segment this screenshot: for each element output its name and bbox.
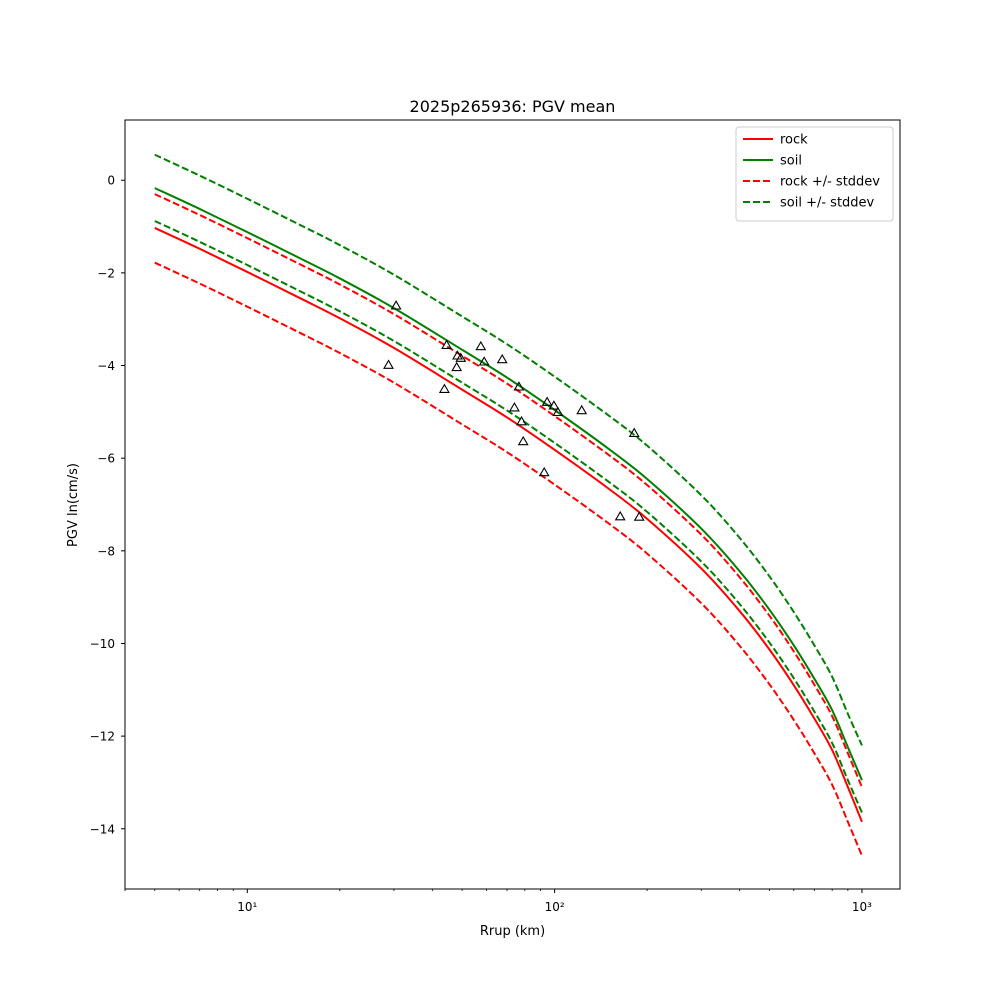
observation-marker-19 bbox=[628, 427, 640, 437]
series-line-4 bbox=[154, 153, 863, 746]
observation-marker-5 bbox=[455, 352, 467, 362]
legend-label-3: soil +/- stddev bbox=[780, 196, 875, 211]
series-line-0 bbox=[154, 227, 863, 823]
y-tick-label-2: −4 bbox=[97, 359, 115, 373]
y-tick-label-3: −6 bbox=[97, 452, 115, 466]
observation-marker-6 bbox=[451, 361, 463, 372]
x-ticks-group: 10¹ 10² 10³ bbox=[124, 889, 872, 914]
series-line-3 bbox=[154, 261, 863, 857]
y-tick-label-4: −8 bbox=[97, 544, 115, 558]
observation-marker-7 bbox=[475, 340, 487, 351]
x-tick-label-1: 10² bbox=[545, 900, 565, 914]
observation-marker-15 bbox=[548, 400, 560, 410]
x-axis-label: Rrup (km) bbox=[480, 924, 545, 939]
observation-marker-11 bbox=[508, 401, 520, 412]
observations-group bbox=[383, 300, 645, 521]
observation-marker-18 bbox=[538, 466, 550, 477]
observation-marker-14 bbox=[541, 396, 553, 406]
legend-box bbox=[735, 126, 894, 222]
observation-marker-1 bbox=[383, 359, 394, 369]
y-tick-label-0: 0 bbox=[107, 174, 115, 188]
y-tick-label-1: −2 bbox=[97, 266, 115, 280]
observation-marker-10 bbox=[513, 381, 525, 391]
observation-marker-16 bbox=[552, 406, 564, 417]
observation-marker-21 bbox=[633, 511, 645, 521]
x-tick-label-2: 10³ bbox=[852, 900, 872, 914]
observation-marker-13 bbox=[517, 435, 529, 446]
y-tick-label-5: −10 bbox=[90, 637, 115, 651]
y-tick-label-7: −14 bbox=[90, 822, 115, 836]
observation-marker-0 bbox=[390, 300, 402, 310]
observation-marker-9 bbox=[496, 353, 508, 364]
legend: rock soil rock +/- stddev soil +/- stddev bbox=[735, 126, 894, 222]
observation-marker-20 bbox=[614, 510, 626, 521]
y-axis-label: PGV ln(cm/s) bbox=[66, 463, 81, 547]
observation-marker-17 bbox=[576, 404, 588, 415]
series-line-5 bbox=[154, 220, 863, 813]
legend-label-0: rock bbox=[780, 133, 808, 148]
series-line-1 bbox=[154, 187, 863, 781]
observation-marker-8 bbox=[478, 356, 490, 366]
x-tick-label-0: 10¹ bbox=[237, 900, 257, 914]
observation-marker-12 bbox=[516, 415, 527, 426]
y-tick-label-6: −12 bbox=[90, 730, 115, 744]
series-group bbox=[154, 153, 863, 857]
chart-title: 2025p265936: PGV mean bbox=[410, 97, 616, 116]
series-line-2 bbox=[154, 193, 863, 788]
observation-marker-2 bbox=[441, 339, 453, 349]
y-ticks-group: 0 −2 −4 −6 −8 −10 −12 −14 bbox=[90, 174, 125, 836]
legend-label-2: rock +/- stddev bbox=[780, 175, 880, 190]
legend-label-1: soil bbox=[780, 154, 802, 169]
observation-marker-3 bbox=[438, 383, 450, 393]
plot-frame bbox=[124, 119, 901, 890]
